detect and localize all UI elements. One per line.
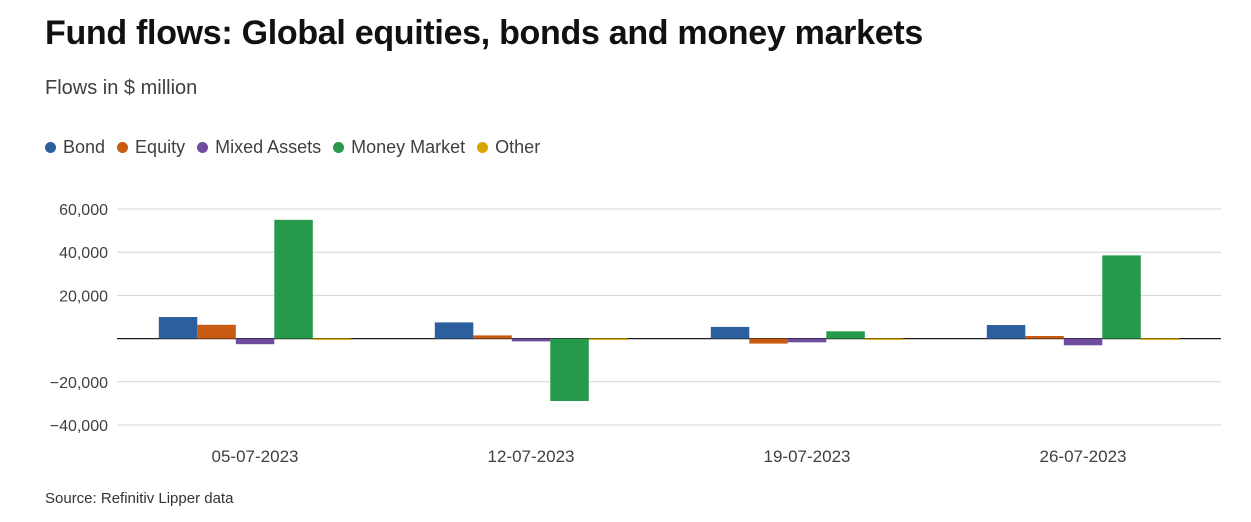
chart-title: Fund flows: Global equities, bonds and m…	[45, 14, 923, 52]
x-tick-label: 26-07-2023	[1040, 447, 1127, 466]
chart-subtitle: Flows in $ million	[45, 77, 198, 99]
y-tick-label: 60,000	[59, 202, 108, 219]
bar-other-05-07-2023	[312, 338, 352, 340]
legend-label: Other	[495, 137, 541, 157]
legend-item-bond: Bond	[45, 137, 105, 158]
legend-label: Equity	[135, 137, 186, 157]
x-tick-label: 05-07-2023	[212, 447, 299, 466]
bar-other-12-07-2023	[588, 338, 628, 340]
y-tick-label: −20,000	[50, 375, 108, 392]
bar-money-market-12-07-2023	[550, 338, 589, 401]
legend-swatch	[333, 142, 345, 153]
bar-equity-12-07-2023	[473, 335, 512, 339]
y-tick-label: −40,000	[50, 418, 108, 435]
bar-other-19-07-2023	[864, 338, 904, 340]
legend-label: Mixed Assets	[215, 137, 322, 157]
bar-money-market-05-07-2023	[274, 219, 313, 339]
bar-equity-26-07-2023	[1025, 336, 1064, 339]
bar-bond-12-07-2023	[434, 322, 474, 339]
bar-bond-05-07-2023	[158, 317, 198, 339]
bar-mixed-assets-05-07-2023	[235, 338, 275, 345]
bar-mixed-assets-19-07-2023	[787, 338, 827, 343]
bar-mixed-assets-12-07-2023	[511, 338, 551, 342]
legend-item-mixed-assets: Mixed Assets	[197, 137, 321, 158]
bar-equity-19-07-2023	[749, 338, 788, 344]
bar-equity-05-07-2023	[197, 324, 236, 339]
legend-item-money-market: Money Market	[333, 137, 465, 158]
legend-label: Money Market	[351, 137, 466, 157]
legend-label: Bond	[63, 137, 106, 157]
bar-money-market-19-07-2023	[826, 331, 865, 339]
legend-item-other: Other	[477, 137, 540, 158]
chart-source: Source: Refinitiv Lipper data	[45, 490, 234, 507]
legend-swatch	[117, 142, 129, 153]
chart-legend: Bond Equity Mixed Assets Money Market Other	[45, 137, 552, 158]
legend-swatch	[45, 142, 56, 153]
bar-bond-19-07-2023	[710, 326, 750, 339]
legend-swatch	[477, 142, 489, 153]
x-tick-label: 19-07-2023	[764, 447, 851, 466]
bar-bond-26-07-2023	[986, 325, 1026, 339]
x-tick-label: 12-07-2023	[488, 447, 575, 466]
bar-mixed-assets-26-07-2023	[1063, 338, 1103, 346]
bar-other-26-07-2023	[1140, 338, 1180, 340]
legend-swatch	[197, 142, 209, 153]
y-tick-label: 20,000	[59, 288, 108, 305]
y-tick-label: 40,000	[59, 245, 108, 262]
bar-money-market-26-07-2023	[1102, 255, 1141, 339]
legend-item-equity: Equity	[117, 137, 185, 158]
